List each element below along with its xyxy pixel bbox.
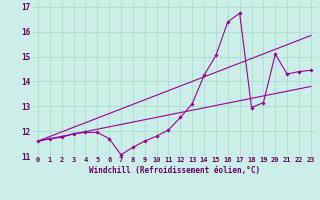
X-axis label: Windchill (Refroidissement éolien,°C): Windchill (Refroidissement éolien,°C) xyxy=(89,166,260,175)
